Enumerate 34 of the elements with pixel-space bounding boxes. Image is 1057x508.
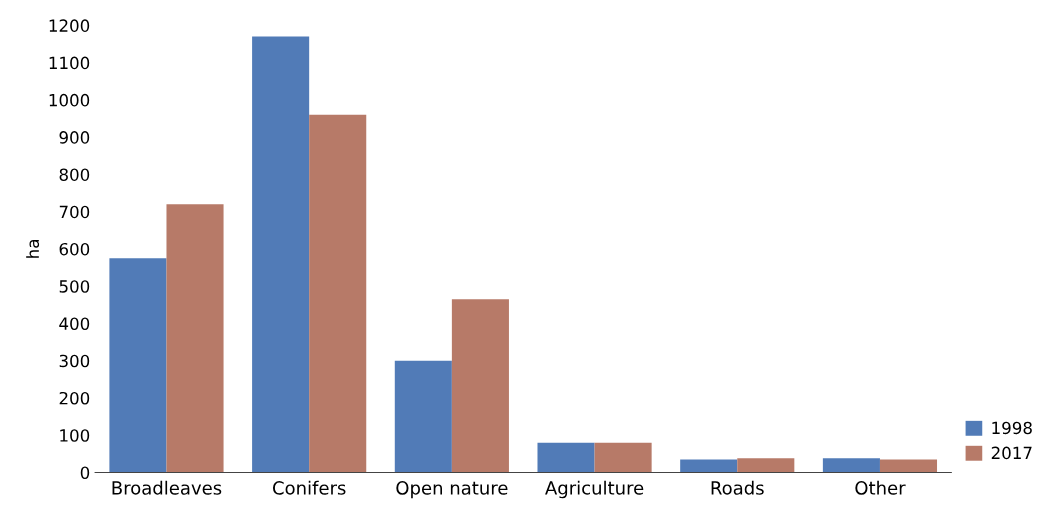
bar [394,360,452,473]
x-tick-label: Roads [711,480,764,495]
bar [537,442,595,473]
y-tick-label: 0 [80,466,90,480]
y-tick-label: 1000 [49,93,90,107]
bar [822,458,880,473]
bar [594,442,652,473]
legend-label: 2017 [991,446,1032,460]
y-tick-label: 200 [59,391,90,405]
y-tick-label: 700 [59,205,90,219]
bar [451,299,509,473]
x-tick-label: Conifers [272,480,346,495]
y-axis-title: ha [26,240,40,258]
legend-label: 1998 [992,421,1032,435]
y-tick-label: 900 [59,131,90,144]
bar [879,459,938,473]
bar [109,258,167,473]
bar [680,459,738,473]
y-tick-label: 400 [59,317,90,330]
x-tick-label: Open nature [396,481,508,499]
bar [309,114,367,473]
y-tick-label: 300 [59,354,90,368]
x-tick-label: Other [855,480,906,495]
bar [737,458,795,473]
bar [252,36,310,473]
y-tick-label: 1100 [49,56,90,70]
y-tick-label: 1200 [49,19,90,32]
bar [166,204,224,473]
y-tick-label: 600 [59,242,90,256]
x-tick-label: Agriculture [545,480,644,499]
y-tick-label: 100 [60,429,90,442]
y-tick-label: 500 [59,280,90,293]
y-tick-label: 800 [59,168,90,181]
x-tick-label: Broadleaves [112,480,222,495]
